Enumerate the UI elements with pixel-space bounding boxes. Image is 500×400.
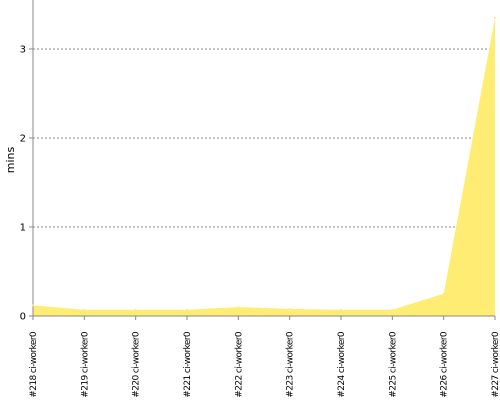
- x-tick-label-6: #224 ci-worker0: [337, 331, 347, 398]
- data-point-4: [237, 306, 240, 309]
- x-tick-label-3: #221 ci-worker0: [183, 331, 193, 398]
- x-tick-label-0: #218 ci-worker0: [29, 331, 39, 398]
- data-point-9: [494, 16, 496, 19]
- data-point-0: [32, 304, 34, 307]
- y-tick-label-2: 2: [20, 133, 26, 144]
- series-area: [33, 17, 495, 316]
- x-tick-label-8: #226 ci-worker0: [440, 331, 450, 398]
- y-tick-labels: 0 1 2 3: [20, 44, 33, 323]
- data-point-3: [186, 308, 188, 311]
- data-point-2: [134, 308, 137, 311]
- x-tick-label-5: #223 ci-worker0: [286, 331, 296, 398]
- y-axis-label: mins: [4, 146, 17, 173]
- data-point-1: [83, 308, 86, 311]
- x-tick-label-7: #225 ci-worker0: [388, 331, 398, 398]
- data-point-6: [340, 308, 342, 311]
- x-tick-labels: #218 ci-worker0 #219 ci-worker0 #220 ci-wo…: [29, 316, 500, 398]
- data-point-7: [391, 308, 394, 311]
- x-tick-label-1: #219 ci-worker0: [80, 331, 90, 398]
- grid-lines: [33, 48, 495, 228]
- data-point-8: [442, 292, 445, 295]
- y-tick-label-1: 1: [20, 222, 26, 233]
- data-point-5: [288, 307, 291, 310]
- x-tick-label-9: #227 ci-worker0: [491, 331, 500, 398]
- x-tick-label-2: #220 ci-worker0: [132, 331, 142, 398]
- x-tick-label-4: #222 ci-worker0: [234, 331, 244, 398]
- data-points: [32, 16, 496, 311]
- y-tick-label-3: 3: [20, 44, 26, 55]
- y-tick-label-0: 0: [20, 312, 26, 323]
